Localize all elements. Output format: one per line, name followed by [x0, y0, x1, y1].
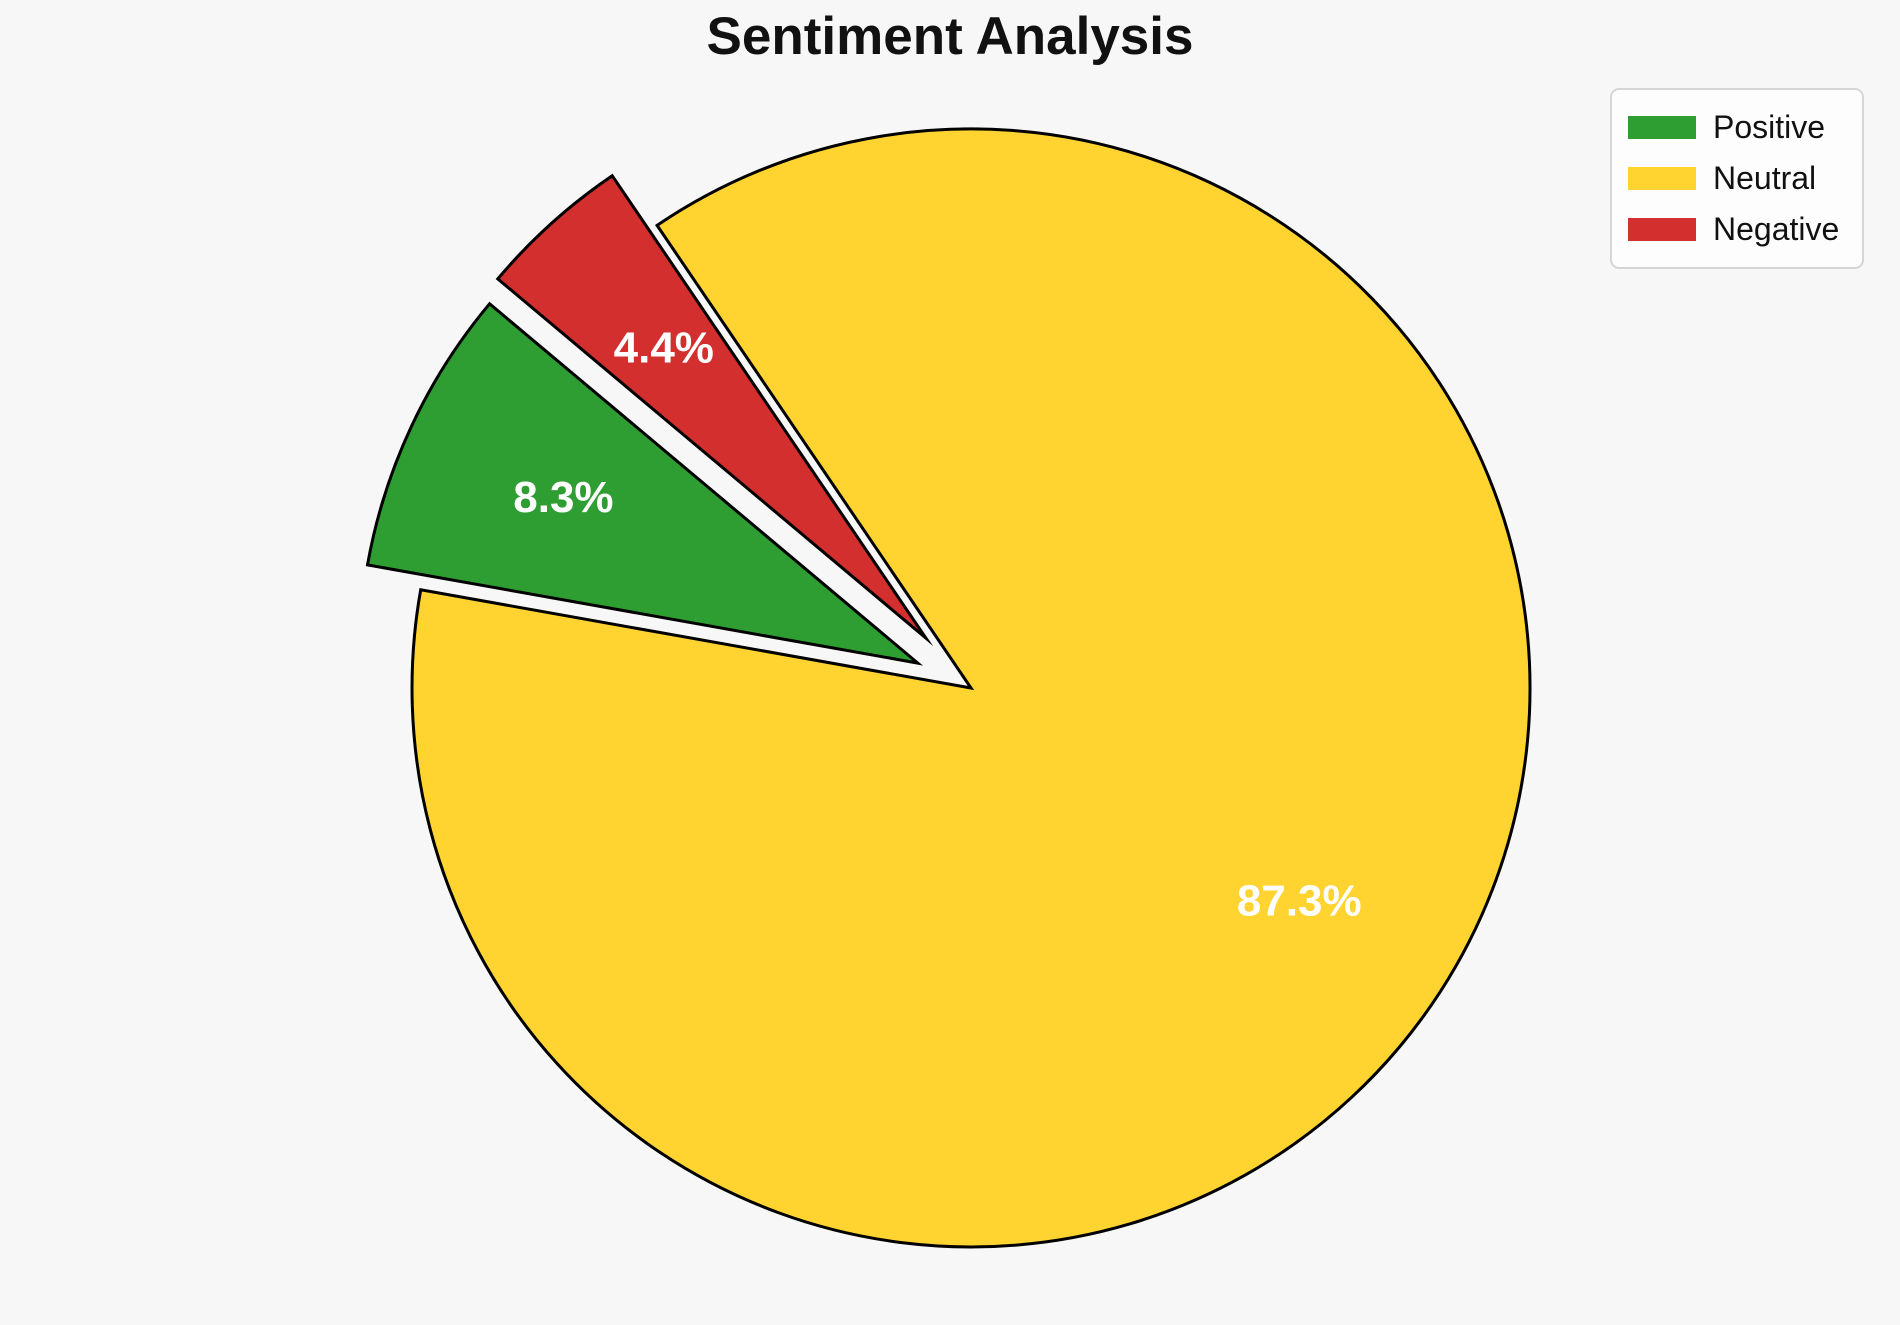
- legend-swatch-neutral: [1628, 167, 1696, 190]
- pie-slice-pct-label-positive: 8.3%: [513, 473, 613, 522]
- chart-title: Sentiment Analysis: [706, 7, 1194, 66]
- pie-slice-pct-label-negative: 4.4%: [614, 323, 714, 372]
- legend-label-neutral: Neutral: [1713, 160, 1817, 196]
- legend-swatch-positive: [1628, 116, 1696, 139]
- pie-slice-negative: [495, 173, 934, 647]
- legend-label-positive: Positive: [1713, 109, 1826, 145]
- pie-slice-positive: [365, 301, 924, 666]
- legend-label-negative: Negative: [1713, 211, 1840, 247]
- pie-slice-neutral: [410, 127, 1532, 1249]
- legend: Positive Neutral Negative: [1610, 88, 1864, 269]
- legend-item-neutral: Neutral: [1628, 153, 1846, 204]
- pie-slice-pct-label-neutral: 87.3%: [1237, 877, 1362, 926]
- legend-item-positive: Positive: [1628, 102, 1846, 153]
- legend-swatch-negative: [1628, 218, 1696, 241]
- legend-item-negative: Negative: [1628, 204, 1846, 255]
